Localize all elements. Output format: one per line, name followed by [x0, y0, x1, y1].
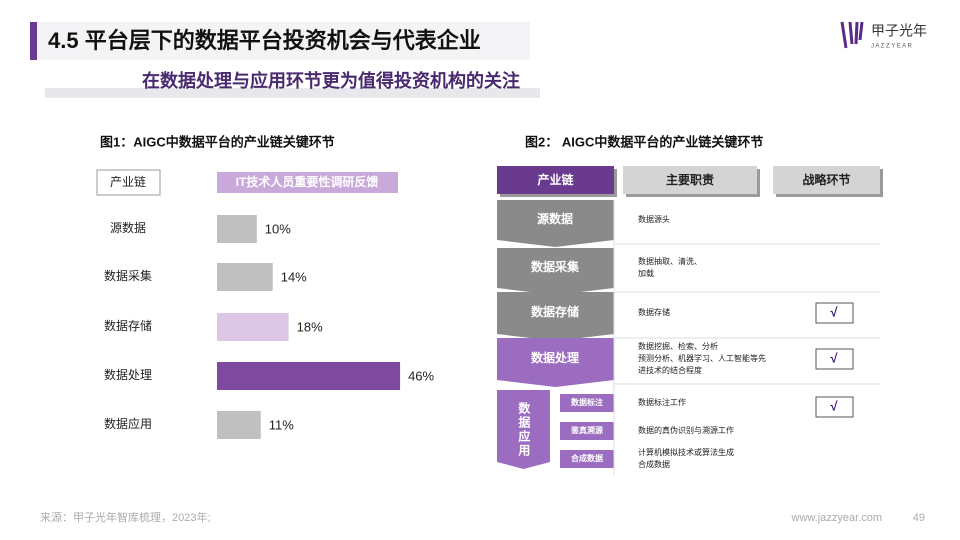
logo-mark: [840, 21, 864, 49]
header-text: IT技术人员重要性调研反馈: [236, 174, 379, 189]
stage-label: 数据存储: [531, 304, 579, 319]
duty-text: 数据标注工作: [638, 397, 686, 407]
sub-stage-box: [560, 394, 614, 412]
header-box: [96, 169, 161, 196]
stage-label: 数据处理: [531, 350, 579, 365]
duty-text: 进技术的结合程度: [638, 365, 702, 375]
subtitle: 在数据处理与应用环节更为值得投资机构的关注: [142, 70, 520, 91]
logo-subtext: J A Z Z Y E A R: [871, 44, 912, 50]
stage-label: 数据采集: [531, 259, 580, 274]
stage-shape: [497, 248, 614, 295]
stage-label: 源数据: [537, 211, 573, 226]
value-label: 14%: [281, 269, 307, 284]
sub-stage-box: [560, 422, 614, 440]
duty-text: 合成数据: [638, 459, 670, 469]
bar: [217, 362, 401, 390]
bar: [217, 215, 257, 243]
header-box: [217, 172, 398, 193]
header-text: 战略环节: [802, 172, 850, 187]
duty-text: 数据源头: [638, 214, 670, 224]
title-band: [30, 22, 530, 60]
sub-stage-label: 数据标注: [571, 397, 603, 407]
category-label: 数据应用: [104, 416, 152, 431]
sub-stage-label: 合成数据: [570, 453, 603, 463]
value-label: 11%: [269, 417, 294, 432]
header-box: [623, 166, 757, 194]
stage-shape: [497, 338, 614, 387]
source: 来源：甲子光年智库梳理，2023年;: [40, 510, 211, 524]
duty-text: 加载: [638, 268, 654, 278]
header-text: 产业链: [537, 172, 574, 187]
duty-text: 数据抽取、清洗、: [638, 256, 702, 266]
stage-shape: [497, 390, 550, 469]
duty-text: 数据存储: [638, 307, 670, 317]
duty-text: 预测分析、机器学习、人工智能等先: [638, 353, 766, 363]
logo: 甲子光年 J A Z Z Y E A R: [840, 21, 927, 50]
website: www.jazzyear.com: [791, 512, 882, 524]
header-text: 主要职责: [666, 172, 714, 187]
subtitle-band: [45, 88, 540, 98]
header-text: 产业链: [110, 174, 146, 189]
stage-shape: [497, 200, 614, 247]
check-mark: √: [830, 398, 838, 413]
category-label: 源数据: [110, 220, 146, 235]
title: 4.5 平台层下的数据平台投资机会与代表企业: [48, 28, 481, 53]
check-box: [815, 302, 854, 324]
value-label: 46%: [408, 368, 434, 383]
check-mark: √: [830, 350, 838, 365]
duty-text: 计算机模拟技术或算法生成: [638, 447, 734, 457]
check-box: [815, 348, 854, 370]
sub-stage-label: 鉴真溯源: [570, 425, 603, 435]
bar: [217, 313, 289, 341]
bar: [217, 411, 261, 439]
value-label: 18%: [297, 319, 323, 334]
figure-title: 图1：AIGC中数据平台的产业链关键环节: [100, 134, 335, 149]
page-number: 49: [913, 512, 925, 524]
header-box: [773, 166, 880, 194]
figure-title: 图2： AIGC中数据平台的产业链关键环节: [525, 134, 763, 149]
header-box: [497, 166, 614, 194]
value-label: 10%: [265, 221, 291, 236]
sub-stage-box: [560, 450, 614, 468]
title-accent: [30, 22, 37, 60]
category-label: 数据存储: [104, 318, 152, 333]
check-box: [815, 396, 854, 418]
duty-text: 数据挖掘、检索、分析: [638, 341, 718, 351]
category-label: 数据处理: [104, 367, 152, 382]
stage-label: 数据应用: [517, 401, 531, 458]
logo-text: 甲子光年: [871, 23, 927, 39]
bar: [217, 263, 273, 291]
edge: [938, 0, 960, 540]
stage-shape: [497, 292, 614, 341]
check-mark: √: [830, 304, 838, 319]
category-label: 数据采集: [104, 268, 152, 283]
duty-text: 数据的真伪识别与溯源工作: [638, 425, 734, 435]
